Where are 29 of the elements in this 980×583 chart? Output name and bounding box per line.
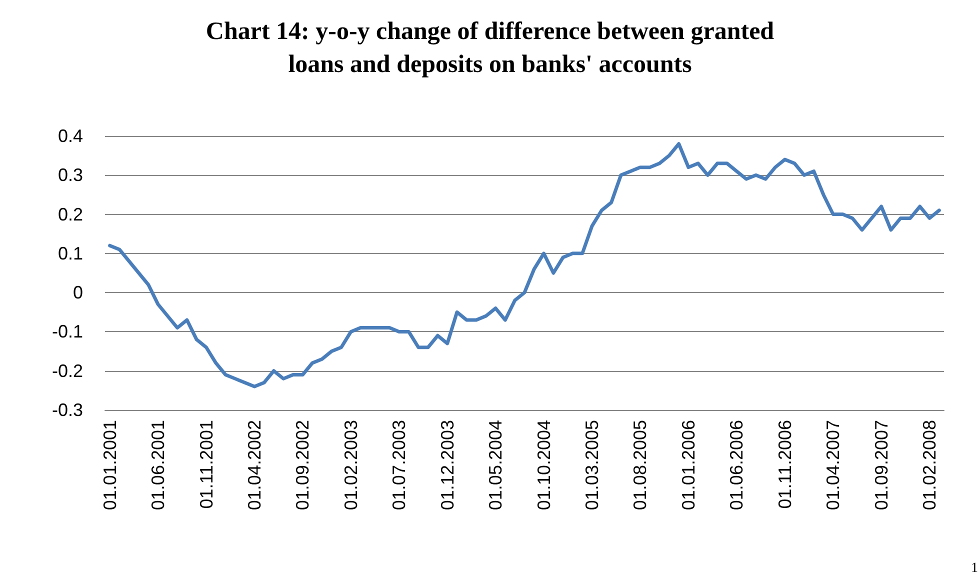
x-tick-label: 01.05.2004 [486, 420, 506, 510]
x-tick-label: 01.09.2007 [871, 420, 892, 510]
x-tick-label: 01.02.2003 [340, 420, 361, 510]
y-tick-label: -0.3 [52, 400, 83, 420]
y-tick-label: -0.2 [52, 360, 83, 381]
x-tick-label: 01.11.2001 [196, 420, 216, 509]
x-tick-label: 01.04.2007 [823, 420, 844, 510]
x-tick-label: 01.10.2004 [534, 420, 554, 510]
y-tick-label: 0.4 [58, 126, 83, 146]
x-tick-label: 01.01.2001 [100, 420, 120, 510]
text: 1 [971, 561, 978, 577]
y-tick-label: 0 [72, 282, 83, 303]
x-tick-label: 01.07.2003 [389, 420, 410, 510]
x-tick-label: 01.01.2006 [678, 420, 698, 510]
x-tick-label: 01.06.2006 [726, 420, 747, 510]
x-tick-label: 01.09.2002 [292, 420, 313, 510]
x-tick-label: 01.06.2001 [148, 420, 168, 510]
x-tick-label: 01.08.2005 [630, 420, 650, 510]
x-tick-label: 01.02.2008 [920, 420, 940, 510]
y-tick-label: -0.1 [52, 322, 83, 342]
x-tick-label: 01.12.2003 [437, 420, 458, 510]
chart-title: Chart 14: y-o-y change of difference between granted loans and deposits on banks' accounts [206, 18, 774, 78]
y-tick-label: 0.2 [58, 204, 83, 224]
x-tick-label: 01.04.2002 [244, 420, 264, 510]
x-tick-label: 01.11.2006 [774, 420, 795, 509]
x-tick-label: 01.03.2005 [582, 420, 602, 510]
y-tick-label: 0.1 [58, 243, 83, 264]
line-series [108, 142, 941, 388]
y-tick-label: 0.3 [58, 165, 83, 186]
